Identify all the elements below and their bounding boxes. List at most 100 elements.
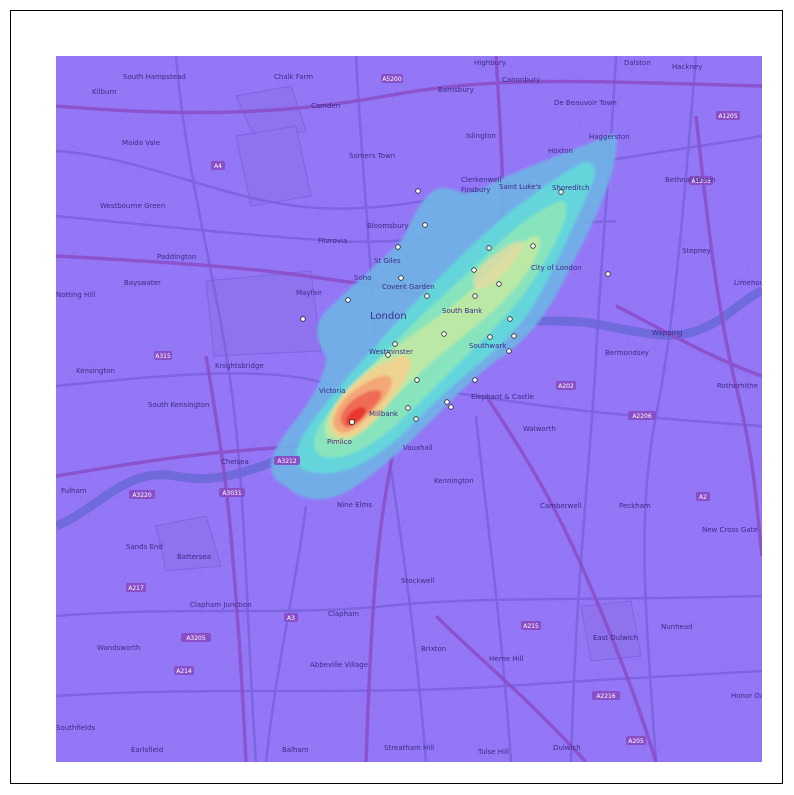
data-point[interactable] — [300, 316, 306, 322]
place-label: Notting Hill — [56, 291, 95, 299]
road-label: A202 — [558, 383, 574, 390]
place-label: Dalston — [624, 59, 651, 67]
place-label: Canonbury — [502, 76, 540, 84]
place-label: Nunhead — [661, 623, 693, 631]
road-label: A1208 — [691, 178, 711, 185]
data-point[interactable] — [398, 275, 404, 281]
place-label: East Dulwich — [593, 634, 638, 642]
place-label: Kennington — [434, 477, 474, 485]
data-point[interactable] — [472, 293, 478, 299]
parks — [155, 85, 642, 662]
road-label: A215 — [523, 623, 539, 630]
place-label: Walworth — [523, 425, 556, 433]
plot-frame: A5200 A1205 A1208 A315 A4 A3220 A3031 A3… — [10, 10, 783, 784]
data-point[interactable] — [486, 245, 492, 251]
data-point[interactable] — [422, 222, 428, 228]
data-point[interactable] — [558, 189, 564, 195]
place-label: Finsbury — [461, 186, 490, 194]
data-point[interactable] — [415, 188, 421, 194]
road-label: A2 — [699, 494, 707, 501]
road-label: A5200 — [382, 76, 402, 83]
road-label: A1205 — [718, 113, 738, 120]
data-point[interactable] — [605, 271, 611, 277]
data-point[interactable] — [424, 293, 430, 299]
contour-level-5b — [473, 241, 523, 289]
road-label: A315 — [155, 353, 171, 360]
place-label: Elephant & Castle — [471, 393, 534, 401]
place-label: Islington — [466, 132, 496, 140]
road-label: A3205 — [186, 635, 206, 642]
place-label: Camden — [311, 102, 340, 110]
place-labels: Highbury Dalston South Hampstead Chalk F… — [56, 59, 762, 756]
place-label: Clerkenwell — [461, 176, 502, 184]
place-label: Knightsbridge — [215, 362, 264, 370]
place-label: Fitzrovia — [318, 237, 347, 245]
place-label: Chelsea — [221, 458, 249, 466]
data-point[interactable] — [506, 348, 512, 354]
road-label: A217 — [128, 585, 144, 592]
place-label: Clapham — [328, 610, 359, 618]
data-point[interactable] — [511, 333, 517, 339]
place-label: Wapping — [652, 329, 682, 337]
data-point[interactable] — [345, 297, 351, 303]
place-label: Tulse Hill — [477, 748, 509, 756]
place-label: South Bank — [442, 307, 483, 315]
place-label: Abbeville Village — [310, 661, 368, 669]
data-point[interactable] — [530, 243, 536, 249]
road-label: A3031 — [222, 490, 242, 497]
data-point[interactable] — [413, 416, 419, 422]
place-label: Victoria — [319, 387, 346, 395]
data-point[interactable] — [507, 316, 513, 322]
place-label: Camberwell — [540, 502, 582, 510]
data-point[interactable] — [448, 404, 454, 410]
road-label: A3212 — [277, 458, 297, 465]
place-label: Bermondsey — [605, 349, 649, 357]
data-point[interactable] — [441, 331, 447, 337]
road-label: A2216 — [596, 693, 616, 700]
place-label: Highbury — [474, 59, 506, 67]
place-label: Paddington — [157, 253, 196, 261]
data-point[interactable] — [392, 341, 398, 347]
place-label: Rotherhithe — [717, 382, 758, 390]
place-label: Soho — [354, 274, 371, 282]
data-point[interactable] — [472, 377, 478, 383]
place-label: Nine Elms — [337, 501, 372, 509]
data-point[interactable] — [471, 267, 477, 273]
place-label: Bethnal Green — [665, 176, 715, 184]
place-label: Southwark — [469, 342, 507, 350]
data-point[interactable] — [385, 352, 391, 358]
data-point[interactable] — [414, 377, 420, 383]
place-label: Saint Luke's — [499, 183, 541, 191]
place-label: Dulwich — [553, 744, 581, 752]
place-label: Millbank — [369, 410, 399, 418]
place-label: Southfields — [56, 724, 95, 732]
data-point[interactable] — [444, 399, 450, 405]
place-label: Bayswater — [124, 279, 161, 287]
major-roads — [56, 56, 762, 762]
place-label: Mayfair — [296, 289, 322, 297]
road-label: A4 — [214, 163, 222, 170]
density-contours — [271, 133, 617, 500]
london-density-map[interactable]: A5200 A1205 A1208 A315 A4 A3220 A3031 A3… — [56, 56, 762, 762]
place-label: Herne Hill — [489, 655, 523, 663]
place-label: New Cross Gate — [702, 526, 758, 534]
place-label: Shoreditch — [552, 184, 590, 192]
place-label: Clapham Junction — [190, 601, 252, 609]
place-label: Stepney — [682, 247, 711, 255]
place-label: City of London — [531, 264, 582, 272]
data-point[interactable] — [395, 244, 401, 250]
place-label: Chalk Farm — [274, 73, 313, 81]
data-points — [300, 188, 611, 425]
road-labels: A5200 A1205 A1208 A315 A4 A3220 A3031 A3… — [126, 74, 740, 745]
data-point[interactable] — [348, 418, 355, 425]
place-label: Haggerston — [589, 133, 630, 141]
data-point[interactable] — [487, 334, 493, 340]
data-point[interactable] — [496, 281, 502, 287]
place-label: Hoxton — [548, 147, 573, 155]
place-label: De Beauvoir Town — [554, 99, 617, 107]
place-label: Brixton — [421, 645, 446, 653]
data-point[interactable] — [405, 405, 411, 411]
place-label: South Kensington — [148, 401, 210, 409]
place-label: Earlsfield — [131, 746, 163, 754]
place-label: Streatham Hill — [384, 744, 434, 752]
